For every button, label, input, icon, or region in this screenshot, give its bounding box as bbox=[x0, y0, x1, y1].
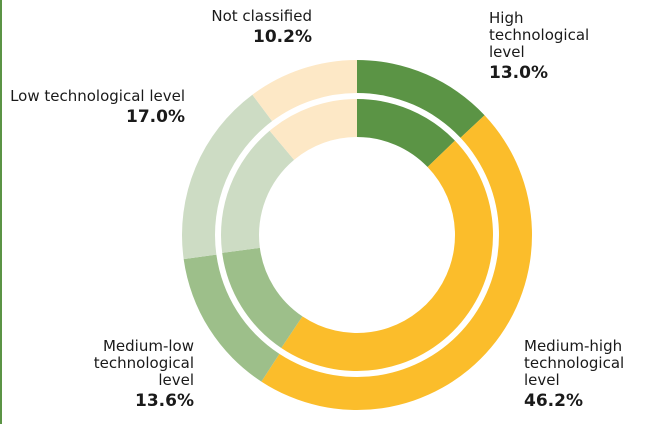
segment bbox=[183, 254, 280, 382]
value-label: 46.2% bbox=[524, 391, 583, 411]
label: Low technological level 17.0% bbox=[10, 88, 185, 129]
segment bbox=[221, 130, 295, 253]
segment bbox=[252, 60, 357, 122]
segment bbox=[182, 94, 273, 260]
segment bbox=[222, 247, 303, 348]
category: High technological level bbox=[489, 9, 590, 61]
category: Medium-high technological level bbox=[524, 337, 625, 389]
category: Low technological level bbox=[10, 87, 185, 105]
segment bbox=[357, 60, 485, 138]
value-label: 17.0% bbox=[126, 107, 185, 127]
value-label: 13.6% bbox=[135, 391, 194, 411]
segment bbox=[269, 99, 357, 160]
label: Medium-low technological level 13.6% bbox=[82, 338, 194, 413]
label: Not classified 10.2% bbox=[152, 8, 312, 49]
category: Medium-low technological level bbox=[93, 337, 194, 389]
category: Not classified bbox=[211, 7, 312, 25]
value-label: 10.2% bbox=[253, 27, 312, 47]
segment bbox=[281, 140, 493, 371]
label: Medium-high technological level 46.2% bbox=[524, 338, 649, 413]
segment bbox=[357, 99, 455, 168]
value-label: 13.0% bbox=[489, 63, 548, 83]
segment bbox=[261, 115, 532, 411]
label: High technological level 13.0% bbox=[489, 10, 601, 85]
